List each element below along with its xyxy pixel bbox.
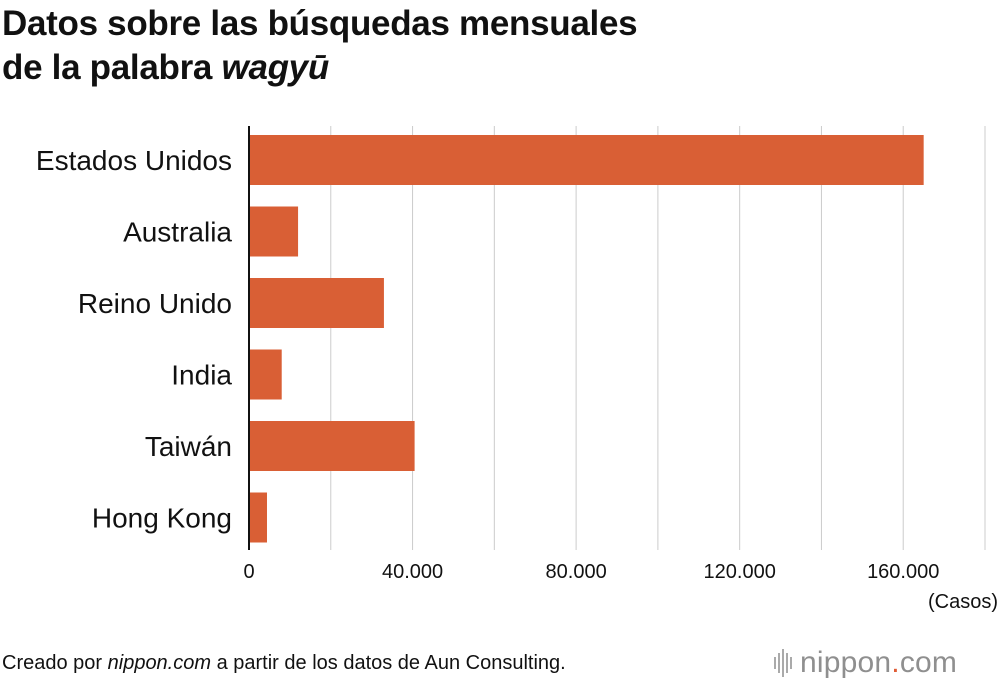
x-tick-label: 160.000 xyxy=(867,561,939,583)
source-note-site: nippon.com xyxy=(107,652,212,674)
category-label: Taiwán xyxy=(145,431,232,462)
title-line-2-prefix: de la palabra xyxy=(2,48,222,87)
brand-wordmark: nippon.com xyxy=(800,646,957,680)
x-tick-label: 80.000 xyxy=(546,561,607,583)
title-line-2: de la palabra wagyū xyxy=(2,46,637,90)
category-label: Australia xyxy=(123,217,232,248)
category-label: Hong Kong xyxy=(92,503,232,534)
chart-title: Datos sobre las búsquedas mensuales de l… xyxy=(2,2,638,90)
bar-1 xyxy=(249,135,924,185)
bar-6 xyxy=(249,492,267,543)
brand-dot: . xyxy=(891,646,900,679)
category-label: India xyxy=(171,360,232,391)
bar-5 xyxy=(249,421,415,471)
x-tick-label: 40.000 xyxy=(382,561,443,583)
source-note: Creado por nippon.com a partir de los da… xyxy=(2,650,566,676)
x-tick-label: 0 xyxy=(243,561,254,583)
bar-3 xyxy=(249,278,384,328)
bar-2 xyxy=(249,206,299,257)
bar-chart: Estados Unidos Australia Reino Unido India T… xyxy=(36,126,998,613)
x-tick-label: 120.000 xyxy=(704,561,776,583)
x-axis-label: (Casos) xyxy=(928,591,998,613)
brand-name: nippon xyxy=(800,646,892,679)
category-label: Reino Unido xyxy=(78,288,232,319)
category-label: Estados Unidos xyxy=(36,145,232,176)
brand-mark-icon xyxy=(774,649,792,677)
source-note-suffix: a partir de los datos de Aun Consulting. xyxy=(211,652,566,674)
bar-4 xyxy=(249,349,282,400)
title-line-1: Datos sobre las búsquedas mensuales xyxy=(2,4,638,43)
source-note-prefix: Creado por xyxy=(2,652,108,674)
brand-logo: nippon.com xyxy=(774,646,957,680)
brand-tld: com xyxy=(899,646,958,679)
title-line-2-italic: wagyū xyxy=(221,48,330,87)
